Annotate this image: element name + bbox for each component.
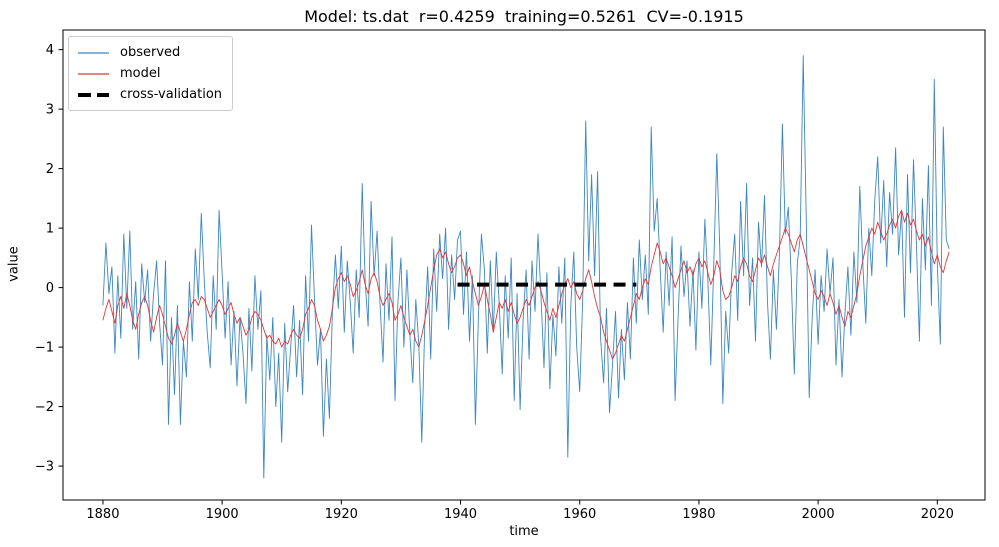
legend-label-cross-validation: cross-validation xyxy=(120,87,223,102)
y-axis-label: value xyxy=(6,246,22,282)
x-tick-label: 1880 xyxy=(86,507,119,522)
x-tick-label: 1960 xyxy=(563,507,596,522)
x-tick-label: 1920 xyxy=(325,507,358,522)
x-tick-label: 1940 xyxy=(444,507,477,522)
observed-series-line xyxy=(102,55,950,479)
x-tick-label: 1980 xyxy=(682,507,715,522)
legend-item-cross-validation: cross-validation xyxy=(77,84,222,105)
model-line-swatch-icon xyxy=(78,72,109,75)
legend: observed model cross-validation xyxy=(68,36,234,111)
cross-validation-dash-swatch-icon xyxy=(78,92,109,97)
x-tick-label: 2000 xyxy=(802,507,835,522)
legend-label-observed: observed xyxy=(120,45,181,60)
legend-item-observed: observed xyxy=(77,42,222,63)
y-tick-label: 0 xyxy=(46,281,54,296)
observed-line-swatch-icon xyxy=(78,51,109,54)
x-axis-label: time xyxy=(509,524,539,539)
y-tick-label: 2 xyxy=(46,162,54,177)
y-tick-label: −2 xyxy=(35,400,54,415)
plot-border xyxy=(62,29,986,501)
y-tick-label: −1 xyxy=(35,341,54,356)
legend-item-model: model xyxy=(77,63,222,84)
legend-label-model: model xyxy=(120,66,161,81)
y-tick-label: 3 xyxy=(46,103,54,118)
x-tick-label: 1900 xyxy=(206,507,239,522)
model-series-line xyxy=(102,209,950,360)
chart-title: Model: ts.dat r=0.4259 training=0.5261 C… xyxy=(304,7,744,26)
y-tick-label: 1 xyxy=(46,222,54,237)
y-tick-label: 4 xyxy=(46,43,54,58)
x-tick-label: 2020 xyxy=(921,507,954,522)
y-tick-label: −3 xyxy=(35,460,54,475)
